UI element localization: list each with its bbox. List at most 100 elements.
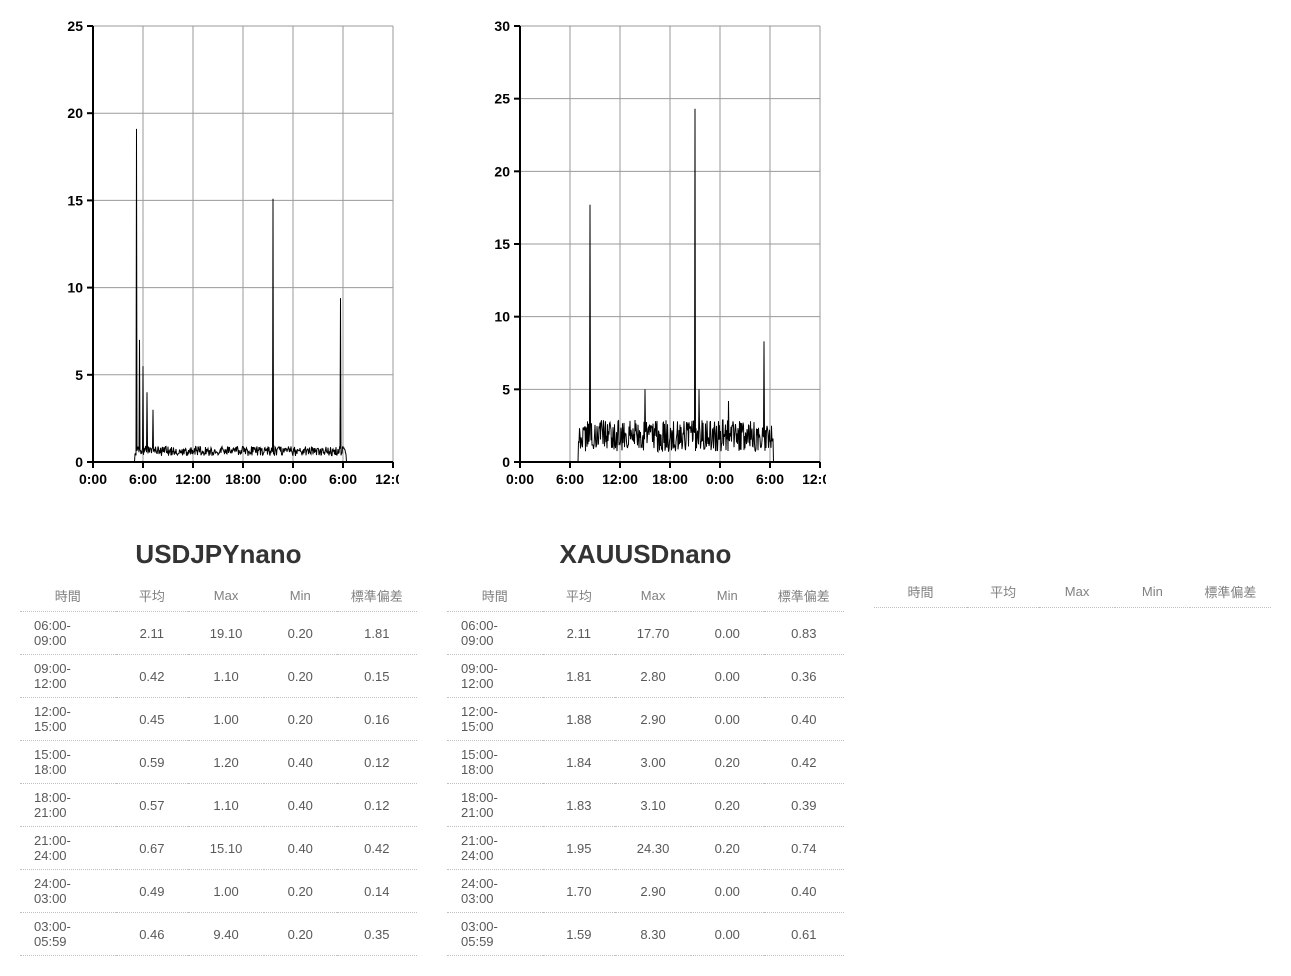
cell: 2.80: [615, 655, 691, 698]
chart: 05101520250:006:0012:0018:000:006:0012:0…: [39, 20, 399, 525]
svg-text:18:00: 18:00: [225, 471, 261, 487]
table-row: 09:00-12:001.812.800.000.36: [447, 655, 844, 698]
svg-text:5: 5: [502, 381, 510, 397]
cell: 09:00-12:00: [20, 655, 116, 698]
stats-table: 時間平均MaxMin標準偏差06:00-09:002.1119.100.201.…: [20, 580, 417, 956]
panels-row: 05101520250:006:0012:0018:000:006:0012:0…: [20, 20, 1271, 956]
cell: 0.40: [264, 741, 337, 784]
cell: 1.83: [543, 784, 616, 827]
cell: 24.30: [615, 827, 691, 870]
cell: 1.10: [188, 655, 264, 698]
cell: 0.20: [264, 698, 337, 741]
col-header: 標準偏差: [337, 580, 417, 612]
cell: 0.39: [764, 784, 844, 827]
cell: 1.00: [188, 870, 264, 913]
stats-table: 時間平均MaxMin標準偏差06:00-09:002.1117.700.000.…: [447, 580, 844, 956]
cell: 0.46: [116, 913, 189, 956]
table-row: 21:00-24:001.9524.300.200.74: [447, 827, 844, 870]
cell: 0.61: [764, 913, 844, 956]
table-row: 12:00-15:001.882.900.000.40: [447, 698, 844, 741]
panel: 05101520250:006:0012:0018:000:006:0012:0…: [20, 20, 417, 956]
cell: 0.20: [264, 913, 337, 956]
cell: 21:00-24:00: [447, 827, 543, 870]
cell: 8.30: [615, 913, 691, 956]
table-row: 06:00-09:002.1117.700.000.83: [447, 612, 844, 655]
cell: 0.42: [116, 655, 189, 698]
cell: 0.40: [264, 784, 337, 827]
cell: 03:00-05:59: [20, 913, 116, 956]
col-header: Min: [1115, 576, 1190, 608]
svg-text:12:00: 12:00: [175, 471, 211, 487]
cell: 17.70: [615, 612, 691, 655]
cell: 1.20: [188, 741, 264, 784]
col-header: 平均: [967, 576, 1039, 608]
cell: 0.36: [764, 655, 844, 698]
table-row: 12:00-15:000.451.000.200.16: [20, 698, 417, 741]
cell: 0.00: [691, 913, 764, 956]
svg-text:0: 0: [75, 454, 83, 470]
table-row: 15:00-18:000.591.200.400.12: [20, 741, 417, 784]
svg-text:10: 10: [67, 280, 83, 296]
svg-text:18:00: 18:00: [652, 471, 688, 487]
chart-svg: 05101520250:006:0012:0018:000:006:0012:0…: [39, 20, 399, 520]
cell: 15:00-18:00: [447, 741, 543, 784]
cell: 19.10: [188, 612, 264, 655]
cell: 3.10: [615, 784, 691, 827]
table-row: 24:00-03:000.491.000.200.14: [20, 870, 417, 913]
cell: 0.14: [337, 870, 417, 913]
cell: 18:00-21:00: [447, 784, 543, 827]
cell: 1.84: [543, 741, 616, 784]
cell: 0.20: [264, 655, 337, 698]
table-row: 18:00-21:000.571.100.400.12: [20, 784, 417, 827]
table-row: 15:00-18:001.843.000.200.42: [447, 741, 844, 784]
cell: 0.40: [764, 698, 844, 741]
cell: 21:00-24:00: [20, 827, 116, 870]
svg-text:10: 10: [494, 309, 510, 325]
svg-text:12:00: 12:00: [802, 471, 826, 487]
chart-title: USDJPYnano: [135, 539, 301, 570]
cell: 1.59: [543, 913, 616, 956]
col-header: 平均: [116, 580, 189, 612]
svg-text:5: 5: [75, 367, 83, 383]
cell: 2.11: [543, 612, 616, 655]
svg-text:12:00: 12:00: [602, 471, 638, 487]
col-header: Min: [264, 580, 337, 612]
col-header: 時間: [447, 580, 543, 612]
svg-text:6:00: 6:00: [555, 471, 583, 487]
svg-text:6:00: 6:00: [128, 471, 156, 487]
cell: 2.90: [615, 698, 691, 741]
cell: 0.12: [337, 741, 417, 784]
cell: 1.00: [188, 698, 264, 741]
svg-text:15: 15: [494, 236, 510, 252]
cell: 18:00-21:00: [20, 784, 116, 827]
table-row: 09:00-12:000.421.100.200.15: [20, 655, 417, 698]
cell: 0.00: [691, 698, 764, 741]
col-header: Max: [188, 580, 264, 612]
cell: 09:00-12:00: [447, 655, 543, 698]
cell: 0.45: [116, 698, 189, 741]
cell: 1.70: [543, 870, 616, 913]
cell: 03:00-05:59: [447, 913, 543, 956]
cell: 0.57: [116, 784, 189, 827]
panel: 時間平均MaxMin標準偏差: [874, 20, 1271, 608]
cell: 0.20: [691, 741, 764, 784]
cell: 06:00-09:00: [447, 612, 543, 655]
col-header: 平均: [543, 580, 616, 612]
cell: 15:00-18:00: [20, 741, 116, 784]
cell: 9.40: [188, 913, 264, 956]
cell: 06:00-09:00: [20, 612, 116, 655]
cell: 0.67: [116, 827, 189, 870]
table-row: 03:00-05:590.469.400.200.35: [20, 913, 417, 956]
svg-text:0:00: 0:00: [705, 471, 733, 487]
cell: 24:00-03:00: [20, 870, 116, 913]
col-header: Max: [615, 580, 691, 612]
svg-text:6:00: 6:00: [755, 471, 783, 487]
cell: 1.88: [543, 698, 616, 741]
panel: 0510152025300:006:0012:0018:000:006:0012…: [447, 20, 844, 956]
svg-text:25: 25: [494, 91, 510, 107]
cell: 0.49: [116, 870, 189, 913]
cell: 0.00: [691, 870, 764, 913]
cell: 0.12: [337, 784, 417, 827]
col-header: Min: [691, 580, 764, 612]
svg-text:20: 20: [67, 105, 83, 121]
